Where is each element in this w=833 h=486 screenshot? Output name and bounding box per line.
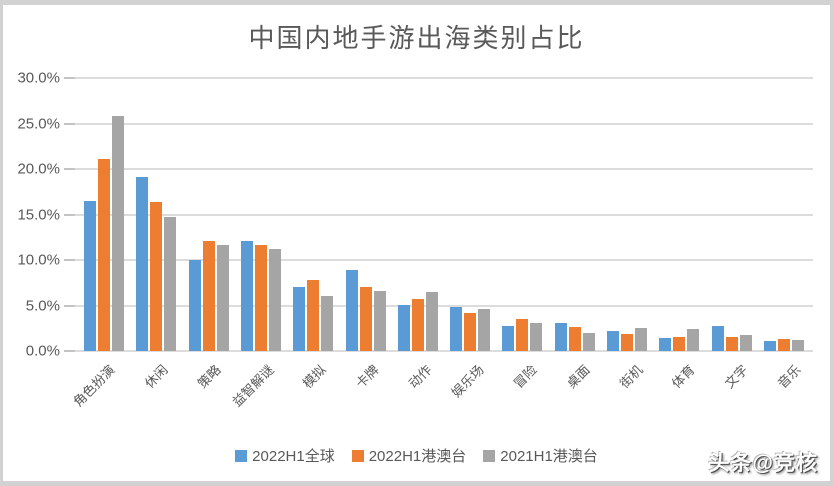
- y-axis-label: 5.0%: [25, 297, 60, 314]
- legend-label: 2022H1港澳台: [368, 448, 467, 465]
- bar-series-1: [307, 280, 320, 351]
- bar-series-1: [568, 327, 581, 351]
- bar-series-2: [268, 249, 281, 351]
- bar-group: [653, 78, 705, 351]
- bar-series-0: [136, 177, 149, 351]
- legend-item: 2022H1全球: [235, 445, 335, 466]
- bar-group: [130, 78, 182, 351]
- bar-series-1: [98, 159, 111, 351]
- legend-label: 2022H1全球: [252, 448, 335, 465]
- bar-series-2: [112, 116, 125, 351]
- legend-marker-icon: [483, 449, 496, 462]
- y-axis-tick: [64, 122, 75, 125]
- bar-series-1: [516, 319, 529, 351]
- legend-label: 2021H1港澳台: [500, 448, 598, 465]
- bar-series-0: [345, 270, 358, 351]
- bar-series-0: [84, 200, 97, 351]
- y-axis-label: 30.0%: [17, 69, 60, 87]
- bar-series-1: [777, 339, 790, 351]
- gridline: [75, 168, 813, 170]
- bar-group: [287, 78, 339, 351]
- bar-series-1: [411, 299, 424, 351]
- gridline: [75, 77, 813, 79]
- gridline: [75, 259, 813, 261]
- y-axis-tick: [64, 304, 75, 307]
- bar-series-1: [464, 312, 477, 351]
- bar-series-0: [188, 260, 201, 351]
- bar-group: [235, 78, 287, 351]
- bar-series-2: [791, 340, 804, 351]
- bar-series-0: [450, 307, 463, 351]
- gridline: [75, 122, 813, 125]
- bar-series-0: [554, 322, 567, 351]
- bar-group: [758, 78, 810, 351]
- bar-series-2: [425, 291, 438, 351]
- bar-series-0: [397, 304, 410, 351]
- bar-group: [705, 78, 757, 351]
- bar-group: [549, 78, 601, 351]
- bar-series-0: [502, 325, 515, 351]
- legend-marker-icon: [235, 449, 248, 462]
- bar-series-2: [478, 309, 491, 351]
- bar-group: [183, 78, 235, 351]
- y-axis-tick: [64, 77, 75, 79]
- chart-title: 中国内地手游出海类别占比: [248, 23, 585, 53]
- gridline: [75, 350, 813, 352]
- plot-area: 30.0% 25.0% 20.0% 15.0% 10.0% 5.0% 0.0% 角色扮演 休闲…: [17, 70, 813, 410]
- bar-series-area: [75, 78, 813, 351]
- bar-series-0: [659, 338, 672, 351]
- bar-series-1: [620, 333, 633, 351]
- y-axis-tick: [64, 213, 75, 216]
- y-axis-tick: [64, 168, 75, 170]
- bar-group: [496, 78, 548, 351]
- bar-series-2: [321, 296, 334, 351]
- legend-item: 2021H1港澳台: [483, 445, 598, 466]
- bar-series-2: [373, 290, 386, 351]
- legend-item: 2022H1港澳台: [351, 445, 467, 466]
- bar-series-2: [687, 329, 700, 351]
- bar-group: [392, 78, 444, 351]
- bar-series-2: [530, 322, 543, 351]
- bar-series-1: [725, 337, 738, 351]
- bar-series-2: [164, 217, 177, 351]
- y-axis-tick: [64, 350, 75, 352]
- y-axis-label: 25.0%: [17, 115, 60, 132]
- y-axis-label: 15.0%: [17, 206, 60, 223]
- bar-series-2: [216, 245, 229, 351]
- bar-series-2: [739, 334, 752, 351]
- legend-marker-icon: [351, 449, 364, 462]
- y-axis-tick: [64, 259, 75, 261]
- bar-series-1: [254, 245, 267, 351]
- bar-series-0: [293, 287, 306, 351]
- bar-series-1: [359, 287, 372, 351]
- watermark: 头条@竞核: [708, 452, 818, 475]
- bar-series-2: [582, 332, 595, 351]
- bar-group: [444, 78, 496, 351]
- bar-group: [601, 78, 653, 351]
- bar-series-0: [763, 341, 776, 351]
- bar-series-2: [634, 328, 647, 351]
- bar-series-0: [711, 326, 724, 351]
- y-axis-label: 0.0%: [25, 342, 60, 360]
- y-axis-label: 10.0%: [17, 251, 60, 269]
- bar-series-0: [240, 240, 253, 351]
- bar-group: [78, 78, 130, 351]
- bar-series-1: [150, 201, 163, 351]
- y-axis-label: 20.0%: [17, 160, 60, 178]
- gridline: [75, 213, 813, 216]
- bar-series-1: [673, 337, 686, 351]
- bar-group: [339, 78, 391, 351]
- bar-series-1: [202, 240, 215, 351]
- gridline: [75, 304, 813, 307]
- legend: 2022H1全球 2022H1港澳台 2021H1港澳台: [3, 445, 830, 466]
- bar-series-0: [606, 330, 619, 351]
